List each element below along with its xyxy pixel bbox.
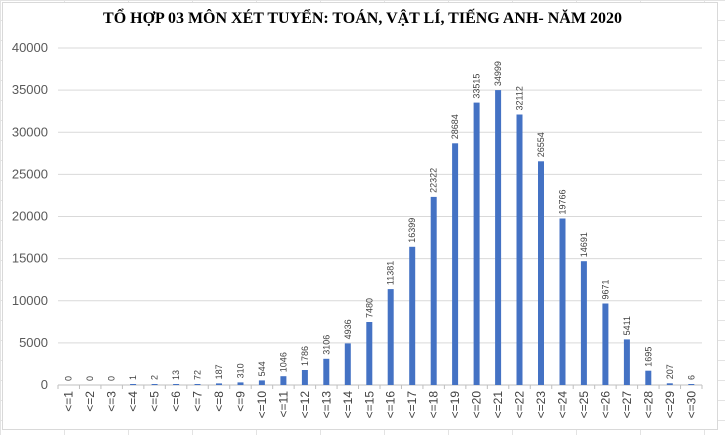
- x-category-label: <=3: [105, 391, 119, 412]
- x-category-label: <=16: [384, 391, 398, 419]
- x-category-label: <=22: [513, 391, 527, 419]
- data-label: 22322: [429, 168, 439, 193]
- y-tick-label: 20000: [12, 209, 48, 224]
- x-category-label: <=12: [298, 391, 312, 419]
- x-category-label: <=14: [341, 391, 355, 419]
- x-category-label: <=8: [212, 391, 226, 412]
- y-tick-label: 40000: [12, 40, 48, 55]
- bar: [216, 383, 222, 385]
- bar: [516, 114, 523, 385]
- chart-title: TỔ HỢP 03 MÔN XÉT TUYỂN: TOÁN, VẬT LÍ, T…: [103, 10, 622, 27]
- bar: [237, 382, 244, 385]
- data-label: 5411: [622, 316, 632, 335]
- x-category-label: <=2: [83, 391, 97, 412]
- bar: [473, 102, 480, 385]
- bar: [258, 380, 265, 385]
- y-tick-label: 25000: [12, 166, 48, 181]
- data-label: 19766: [558, 189, 568, 214]
- data-label: 32112: [515, 86, 525, 110]
- bar: [688, 384, 695, 385]
- x-category-label: <=9: [234, 391, 248, 412]
- x-category-label: <=25: [577, 391, 591, 419]
- bar: [645, 370, 652, 385]
- data-label: 1695: [643, 347, 653, 367]
- data-label: 207: [665, 364, 675, 379]
- x-category-label: <=23: [534, 391, 548, 419]
- x-category-label: <=20: [470, 391, 484, 419]
- y-tick-label: 30000: [12, 124, 48, 139]
- x-category-label: <=26: [598, 391, 612, 419]
- data-label: 28684: [450, 114, 460, 139]
- x-category-label: <=15: [362, 391, 376, 419]
- y-tick-label: 5000: [19, 335, 48, 350]
- bar: [366, 322, 373, 385]
- y-tick-label: 10000: [12, 293, 48, 308]
- data-label: 16399: [407, 218, 417, 243]
- data-label: 544: [257, 361, 267, 376]
- x-category-label: <=4: [126, 391, 140, 412]
- bar: [666, 383, 673, 385]
- x-category-label: <=30: [684, 391, 698, 419]
- data-label: 13: [171, 370, 181, 380]
- y-tick-label: 15000: [12, 251, 48, 266]
- bar: [130, 384, 137, 385]
- y-tick-label: 35000: [12, 82, 48, 97]
- x-category-label: <=28: [641, 391, 655, 419]
- bar: [194, 384, 201, 385]
- data-label: 0: [107, 376, 117, 381]
- data-label: 11381: [386, 261, 396, 285]
- bar: [344, 343, 351, 385]
- data-label: 1: [128, 375, 138, 380]
- bar: [602, 303, 609, 385]
- bar: [430, 196, 437, 385]
- data-label: 2: [150, 375, 160, 380]
- bar: [323, 358, 330, 385]
- x-category-label: <=10: [255, 391, 269, 419]
- data-label: 6: [686, 375, 696, 380]
- data-label: 26554: [536, 132, 546, 157]
- data-label: 7480: [364, 298, 374, 318]
- bar: [452, 143, 459, 385]
- bar: [580, 261, 587, 385]
- bar: [301, 370, 308, 385]
- x-category-label: <=5: [148, 391, 162, 412]
- bar: [387, 289, 394, 385]
- data-label: 34999: [493, 61, 503, 86]
- data-label: 187: [214, 364, 224, 379]
- x-category-label: <=1: [62, 391, 76, 412]
- data-label: 1046: [278, 352, 288, 372]
- data-label: 0: [85, 376, 95, 381]
- x-category-label: <=21: [491, 391, 505, 419]
- bar: [409, 246, 416, 385]
- y-tick-label: 0: [41, 377, 48, 392]
- x-category-label: <=11: [276, 391, 290, 418]
- data-label: 72: [193, 370, 203, 380]
- bar: [495, 90, 502, 385]
- bar: [559, 218, 566, 385]
- bar: [280, 376, 287, 385]
- x-category-label: <=6: [169, 391, 183, 412]
- data-label: 0: [64, 376, 74, 381]
- data-label: 310: [236, 363, 246, 378]
- x-category-label: <=19: [448, 391, 462, 419]
- x-category-label: <=29: [663, 391, 677, 419]
- x-category-label: <=13: [319, 391, 333, 419]
- bar: [173, 384, 180, 385]
- x-category-label: <=17: [405, 391, 419, 419]
- data-label: 9671: [600, 279, 610, 299]
- data-label: 4936: [343, 319, 353, 339]
- x-category-label: <=27: [620, 391, 634, 419]
- data-label: 3106: [321, 335, 331, 355]
- data-label: 1786: [300, 346, 310, 366]
- bar: [151, 384, 158, 385]
- data-label: 14691: [579, 232, 589, 257]
- x-category-label: <=18: [427, 391, 441, 419]
- x-category-label: <=24: [556, 391, 570, 419]
- data-label: 33515: [472, 74, 482, 99]
- bar: [623, 339, 630, 385]
- x-category-label: <=7: [191, 391, 205, 412]
- bar: [538, 161, 544, 385]
